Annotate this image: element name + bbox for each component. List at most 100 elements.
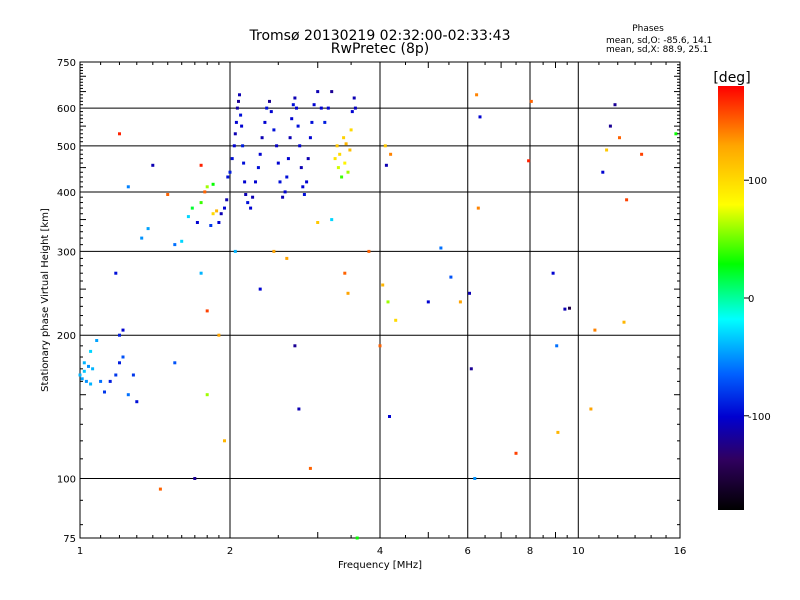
data-point	[241, 144, 245, 148]
data-point	[223, 206, 226, 210]
data-point	[381, 283, 385, 287]
data-point	[226, 175, 230, 179]
data-point	[336, 166, 340, 170]
y-tick-label: 200	[57, 331, 76, 342]
data-point	[285, 175, 289, 179]
data-point	[394, 318, 398, 322]
data-point	[234, 120, 238, 124]
data-point	[80, 377, 84, 381]
data-point	[308, 136, 312, 140]
data-point	[84, 379, 88, 383]
data-point	[260, 136, 264, 140]
x-tick-label: 16	[674, 546, 687, 557]
data-point	[468, 291, 471, 295]
colorbar	[718, 86, 744, 510]
data-point	[219, 212, 223, 216]
data-point	[301, 185, 305, 189]
data-point	[121, 355, 125, 359]
data-point	[323, 120, 327, 124]
data-point	[527, 159, 531, 163]
data-point	[343, 161, 347, 165]
colorbar-tick-label: 0	[748, 294, 754, 305]
data-point	[348, 148, 352, 152]
data-point	[211, 212, 215, 216]
data-point	[316, 90, 320, 94]
data-point	[439, 246, 443, 250]
data-point	[350, 110, 354, 114]
data-point	[346, 170, 350, 174]
axis-ticks: 1 2 4 6 8 10 16 75 100 200 300 400 500 600 750	[57, 58, 686, 557]
data-point	[118, 132, 121, 136]
data-point	[108, 379, 112, 383]
data-point	[268, 99, 271, 103]
data-point	[551, 271, 555, 275]
data-point	[291, 103, 295, 107]
data-point	[114, 373, 118, 377]
data-point	[118, 333, 121, 337]
data-point	[217, 221, 221, 224]
data-point	[346, 291, 350, 295]
data-point	[126, 393, 130, 397]
data-point	[95, 339, 99, 342]
data-point	[173, 361, 177, 365]
data-point	[367, 249, 371, 253]
data-point	[239, 113, 243, 117]
data-point	[563, 307, 567, 311]
data-point	[205, 393, 209, 397]
data-point	[340, 175, 344, 179]
data-point	[383, 144, 387, 148]
chart-subtitle: RwPretec (8p)	[331, 41, 429, 57]
data-point	[355, 536, 359, 540]
data-point	[378, 344, 382, 348]
data-point	[166, 193, 170, 196]
data-point	[335, 144, 339, 148]
y-tick-label: 750	[57, 58, 76, 69]
data-point	[235, 106, 239, 110]
data-point	[305, 180, 309, 184]
data-point	[622, 320, 626, 324]
data-point	[316, 221, 320, 224]
data-point	[478, 115, 482, 119]
data-point	[613, 103, 617, 107]
grid-lines	[80, 62, 680, 538]
data-point	[78, 373, 82, 377]
colorbar-label: [deg]	[713, 70, 750, 86]
data-point	[514, 451, 518, 455]
data-point	[237, 99, 240, 103]
data-point	[203, 190, 207, 194]
data-point	[258, 287, 262, 291]
data-point	[319, 106, 323, 110]
data-point	[230, 157, 234, 161]
data-point	[272, 249, 276, 253]
x-tick-label: 2	[227, 546, 233, 557]
data-point	[386, 300, 390, 304]
data-point	[195, 221, 199, 224]
data-point	[146, 227, 150, 231]
data-point	[121, 328, 125, 332]
data-point	[555, 344, 559, 348]
data-point	[475, 93, 479, 97]
y-tick-label: 300	[57, 247, 76, 258]
data-point	[302, 193, 306, 196]
data-point	[135, 400, 139, 404]
data-point	[388, 415, 391, 418]
data-point	[326, 106, 330, 110]
data-point	[283, 190, 287, 194]
data-point	[293, 96, 297, 100]
y-tick-label: 100	[57, 475, 76, 486]
data-point	[290, 117, 294, 121]
data-point	[158, 487, 162, 491]
data-point	[199, 201, 203, 205]
data-point	[89, 382, 93, 386]
y-axis-label: Stationary phase Virtual Height [km]	[40, 208, 51, 392]
data-point	[269, 110, 273, 114]
data-point	[312, 103, 316, 107]
data-point	[209, 224, 213, 227]
data-point	[449, 275, 453, 279]
data-point	[199, 163, 203, 167]
x-axis-label: Frequency [MHz]	[338, 560, 422, 571]
data-point	[288, 136, 292, 140]
data-point	[272, 128, 276, 132]
data-point	[275, 144, 279, 148]
